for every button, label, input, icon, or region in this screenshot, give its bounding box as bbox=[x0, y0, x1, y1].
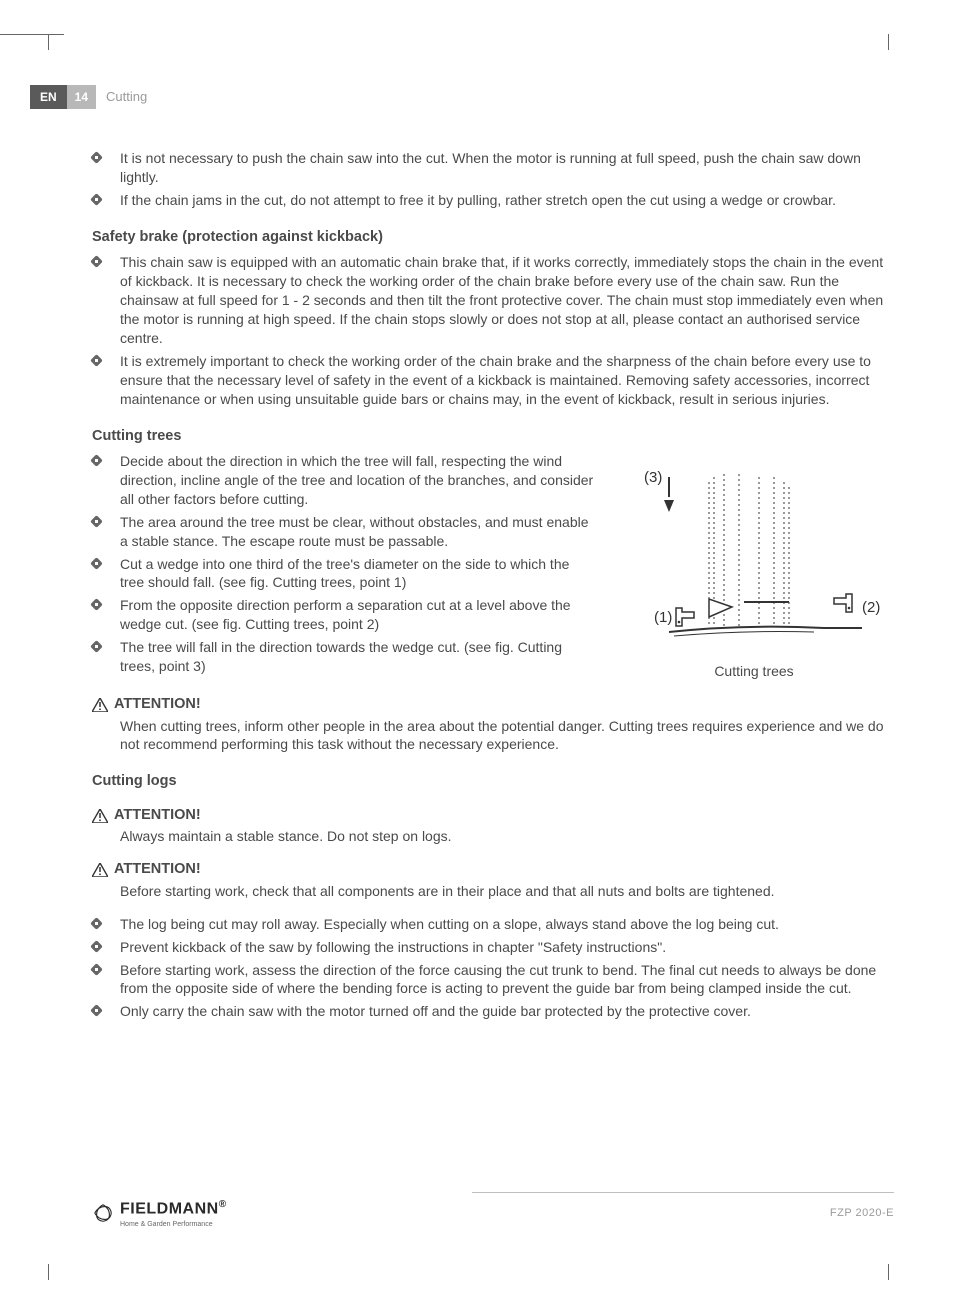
fig-label-2: (2) bbox=[862, 599, 880, 616]
attention-3: ATTENTION! bbox=[92, 860, 894, 880]
content: It is not necessary to push the chain sa… bbox=[30, 109, 894, 1021]
warning-icon bbox=[92, 809, 108, 823]
safety-bullets: This chain saw is equipped with an autom… bbox=[92, 253, 894, 408]
fig-label-3: (3) bbox=[644, 469, 662, 486]
logs-bullets: The log being cut may roll away. Especia… bbox=[92, 915, 894, 1021]
figure-caption: Cutting trees bbox=[614, 662, 894, 681]
list-item: Only carry the chain saw with the motor … bbox=[92, 1002, 894, 1021]
list-item: The tree will fall in the direction towa… bbox=[92, 638, 594, 676]
attention-3-text: Before starting work, check that all com… bbox=[92, 882, 894, 901]
brand-name: FIELDMANN bbox=[120, 1200, 219, 1217]
attention-1-text: When cutting trees, inform other people … bbox=[92, 717, 894, 755]
logs-heading: Cutting logs bbox=[92, 772, 894, 792]
list-item: Decide about the direction in which the … bbox=[92, 452, 594, 509]
list-item: Prevent kickback of the saw by following… bbox=[92, 938, 894, 957]
trees-bullets: Decide about the direction in which the … bbox=[92, 452, 594, 676]
list-item: Before starting work, assess the directi… bbox=[92, 961, 894, 999]
attention-2: ATTENTION! bbox=[92, 806, 894, 826]
attention-2-text: Always maintain a stable stance. Do not … bbox=[92, 827, 894, 846]
header-tab: EN 14 Cutting bbox=[30, 85, 147, 109]
trees-row: Decide about the direction in which the … bbox=[92, 452, 894, 681]
warning-icon bbox=[92, 698, 108, 712]
list-item: From the opposite direction perform a se… bbox=[92, 596, 594, 634]
list-item: It is extremely important to check the w… bbox=[92, 352, 894, 409]
trees-figure: (3) (1) (2) Cutting trees bbox=[614, 452, 894, 681]
brand-swirl-icon bbox=[92, 1202, 114, 1224]
list-item: If the chain jams in the cut, do not att… bbox=[92, 191, 894, 210]
lang-code: EN bbox=[30, 85, 67, 109]
list-item: Cut a wedge into one third of the tree's… bbox=[92, 555, 594, 593]
section-title: Cutting bbox=[96, 88, 147, 106]
list-item: The area around the tree must be clear, … bbox=[92, 513, 594, 551]
warning-icon bbox=[92, 863, 108, 877]
attention-label: ATTENTION! bbox=[114, 806, 201, 826]
attention-1: ATTENTION! bbox=[92, 695, 894, 715]
attention-label: ATTENTION! bbox=[114, 695, 201, 715]
intro-bullets: It is not necessary to push the chain sa… bbox=[92, 149, 894, 210]
trees-text: Decide about the direction in which the … bbox=[92, 452, 594, 681]
safety-heading: Safety brake (protection against kickbac… bbox=[92, 228, 894, 248]
brand-logo: FIELDMANN® Home & Garden Performance bbox=[92, 1198, 227, 1229]
cutting-trees-diagram: (3) (1) (2) bbox=[614, 452, 894, 652]
fig-label-1: (1) bbox=[654, 609, 672, 626]
attention-label: ATTENTION! bbox=[114, 860, 201, 880]
page: EN 14 Cutting It is not necessary to pus… bbox=[30, 85, 894, 1229]
model-code: FZP 2020-E bbox=[830, 1206, 894, 1221]
brand-tagline: Home & Garden Performance bbox=[120, 1220, 227, 1229]
trees-heading: Cutting trees bbox=[92, 427, 894, 447]
list-item: The log being cut may roll away. Especia… bbox=[92, 915, 894, 934]
page-number: 14 bbox=[67, 85, 96, 109]
list-item: It is not necessary to push the chain sa… bbox=[92, 149, 894, 187]
list-item: This chain saw is equipped with an autom… bbox=[92, 253, 894, 347]
footer: FIELDMANN® Home & Garden Performance FZP… bbox=[92, 1198, 894, 1229]
